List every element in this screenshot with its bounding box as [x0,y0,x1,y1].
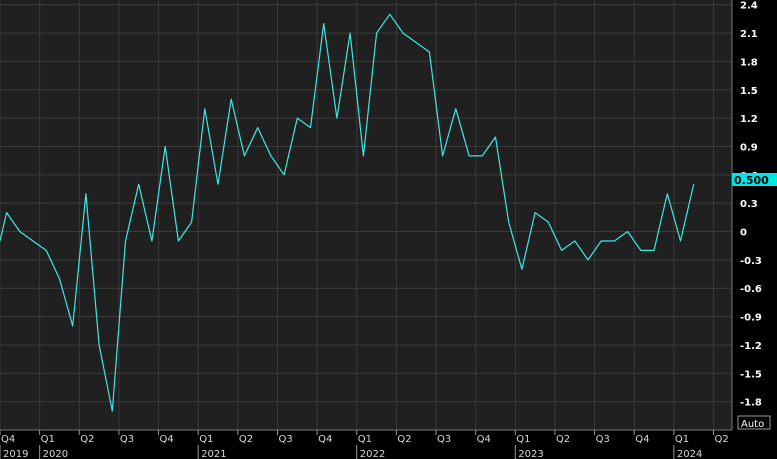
last-value-badge [732,173,777,186]
x-tick-label: Q1 [516,434,530,445]
x-tick-label: Q4 [160,434,174,445]
x-tick-label: Q3 [596,434,610,445]
y-tick-label: 1.2 [740,114,758,125]
y-tick-label: 2.4 [740,1,758,12]
y-tick-label: -0.9 [740,313,762,324]
year-label: 2023 [518,449,543,459]
x-tick-label: Q4 [1,434,15,445]
x-tick-label: Q4 [318,434,332,445]
x-axis: Q4 Q1 Q2 Q3 Q4 Q1 Q2 Q3 Q4 Q1 Q2 Q3 Q4 Q1 Q2 Q3 Q4 Q1 Q2 20… [0,0,733,459]
y-tick-label: -1.2 [740,341,762,352]
y-tick-label: -1.8 [740,398,762,409]
x-tick-label: Q1 [41,434,55,445]
y-tick-label: 1.5 [740,86,758,97]
year-label: 2019 [3,449,28,459]
year-label: 2021 [201,449,226,459]
grid-lines [0,0,732,430]
y-tick-label: 0 [740,228,747,239]
x-tick-label: Q2 [715,434,729,445]
x-tick-label: Q1 [675,434,689,445]
y-tick-label: -0.3 [740,256,762,267]
x-tick-label: Q4 [477,434,491,445]
y-tick-label: 0.3 [740,199,758,210]
auto-button-label: Auto [741,419,764,430]
x-tick-label: Q3 [437,434,451,445]
y-tick-label: 0.9 [740,142,758,153]
last-value-label: 0.500 [734,174,769,187]
x-tick-label: Q3 [120,434,134,445]
x-tick-label: Q4 [635,434,649,445]
year-label: 2024 [677,449,702,459]
plot-area [0,0,732,430]
y-tick-label: -1.5 [740,369,762,380]
annotations: 0.500 Auto [732,173,777,430]
auto-button[interactable] [737,415,771,430]
x-tick-label: Q1 [199,434,213,445]
y-tick-label: 1.8 [740,57,758,68]
y-tick-label: -0.6 [740,284,762,295]
year-label: 2022 [360,449,385,459]
series-line [0,13,695,412]
year-label: 2020 [43,449,68,459]
x-tick-label: Q2 [556,434,570,445]
x-tick-label: Q2 [80,434,94,445]
x-tick-label: Q1 [358,434,372,445]
x-tick-label: Q2 [397,434,411,445]
y-tick-label: 2.1 [740,29,758,40]
x-tick-label: Q2 [239,434,253,445]
series-layer [0,13,695,412]
x-tick-label: Q3 [278,434,292,445]
